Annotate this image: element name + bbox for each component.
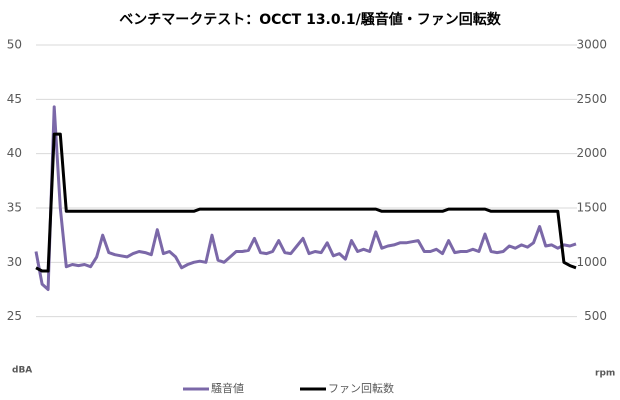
- y2-tick-label: 2000: [576, 146, 607, 160]
- chart-title: ベンチマークテスト：OCCT 13.0.1/騒音値・ファン回転数: [119, 11, 502, 28]
- y-tick-label: 40: [7, 146, 22, 160]
- y-tick-label: 45: [7, 92, 22, 106]
- y2-tick-label: 1500: [576, 201, 607, 215]
- series-line: [35, 132, 577, 273]
- series-line: [34, 105, 577, 291]
- y2-tick-label: 3000: [576, 38, 607, 52]
- y2-tick-label: 2500: [576, 92, 607, 106]
- y2-axis-label: rpm: [595, 369, 615, 379]
- y2-tick-label: 1000: [576, 255, 607, 269]
- y-tick-label: 50: [7, 38, 22, 52]
- y-tick-label: 25: [7, 309, 22, 323]
- legend-label: 騒音値: [211, 381, 244, 395]
- y-tick-label: 30: [7, 255, 22, 269]
- y-axis-label: dBA: [12, 366, 32, 376]
- y-tick-label: 35: [7, 201, 22, 215]
- y2-tick-label: 500: [584, 309, 607, 323]
- legend-label: ファン回転数: [328, 382, 394, 395]
